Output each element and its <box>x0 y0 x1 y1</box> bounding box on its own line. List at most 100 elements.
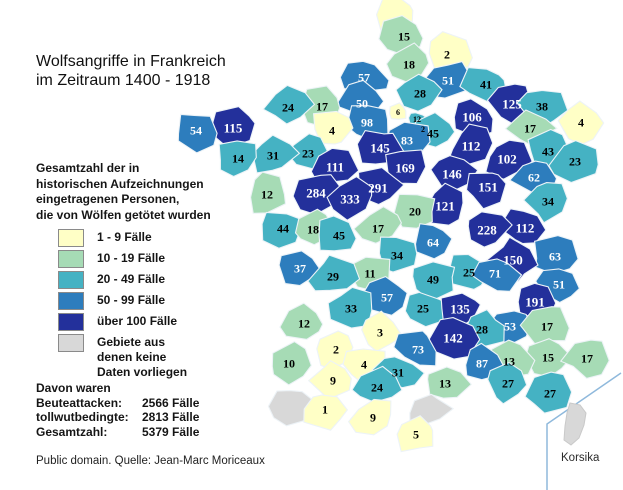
legend-item: Gebiete aus denen keine Daten vorliegen <box>58 334 187 380</box>
department-region <box>327 286 373 329</box>
department-value-label: 5 <box>413 428 419 442</box>
department-value-label: 17 <box>581 352 593 366</box>
department-value-label: 1 <box>322 403 328 417</box>
department-value-label: 63 <box>549 250 561 264</box>
department-value-label: 17 <box>372 222 384 236</box>
department-value-label: 18 <box>307 223 319 237</box>
department-value-label: 125 <box>502 97 522 112</box>
department-region <box>303 394 348 431</box>
department-value-label: 25 <box>463 266 475 280</box>
department-region <box>250 171 287 214</box>
department-region <box>267 390 314 427</box>
department-value-label: 51 <box>442 74 454 88</box>
department-value-label: 15 <box>542 351 554 365</box>
department-region <box>467 211 513 248</box>
corsica-island <box>563 402 587 446</box>
stats-heading: Davon waren <box>36 381 111 395</box>
legend-label: 20 - 49 Fälle <box>97 272 166 286</box>
department-value-label: 51 <box>553 278 565 292</box>
department-value-label: 115 <box>224 121 243 136</box>
legend-label: 10 - 19 Fälle <box>97 251 166 265</box>
department-value-label: 28 <box>414 87 426 101</box>
department-value-label: 169 <box>395 161 415 176</box>
stat-label: Gesamtzahl: <box>36 424 108 439</box>
department-region <box>448 123 494 165</box>
department-region <box>396 415 434 453</box>
department-value-label: 27 <box>502 377 514 391</box>
department-value-label: 112 <box>516 221 535 236</box>
department-region <box>177 113 218 154</box>
department-value-label: 17 <box>541 320 553 334</box>
department-value-label: 33 <box>345 302 357 316</box>
stat-label: tollwutbedingte: <box>36 410 129 425</box>
department-value-label: 2 <box>421 125 425 134</box>
department-region <box>292 174 343 216</box>
department-value-label: 83 <box>401 134 413 148</box>
department-value-label: 43 <box>542 145 554 159</box>
stat-value: 2566 Fälle <box>142 395 200 410</box>
department-value-label: 24 <box>371 381 383 395</box>
department-value-label: 45 <box>427 127 439 141</box>
department-value-label: 20 <box>409 205 421 219</box>
department-value-label: 102 <box>497 152 517 167</box>
department-region <box>389 102 407 120</box>
department-value-label: 145 <box>370 141 390 156</box>
department-region <box>385 149 427 185</box>
department-value-label: 57 <box>358 71 370 85</box>
department-value-label: 31 <box>392 366 404 380</box>
department-value-label: 73 <box>412 343 424 357</box>
page-title: Wolfsangriffe in Frankreich im Zeitraum … <box>36 53 226 90</box>
department-value-label: 29 <box>327 270 339 284</box>
department-region <box>347 398 392 436</box>
department-value-label: 62 <box>528 171 540 185</box>
stat-value: 2813 Fälle <box>142 410 200 425</box>
department-region <box>279 302 324 340</box>
department-value-label: 4 <box>578 116 584 130</box>
department-value-label: 2 <box>333 343 339 357</box>
department-value-label: 98 <box>361 116 373 130</box>
department-region <box>318 215 357 252</box>
stat-label: Beuteattacken: <box>36 395 123 410</box>
department-value-label: 27 <box>544 387 556 401</box>
department-value-label: 54 <box>190 124 202 138</box>
legend-label: 1 - 9 Fälle <box>97 230 152 244</box>
department-value-label: 4 <box>329 124 335 138</box>
department-region <box>310 147 360 183</box>
department-value-label: 191 <box>525 295 545 310</box>
department-value-label: 49 <box>427 273 439 287</box>
department-region <box>430 155 479 195</box>
department-region <box>412 261 456 302</box>
department-value-label: 31 <box>267 149 279 163</box>
department-region <box>393 330 437 367</box>
department-value-label: 228 <box>477 223 497 238</box>
department-value-label: 2 <box>444 48 450 62</box>
stat-row: Beuteattacken: 2566 Fälle <box>36 396 199 411</box>
department-value-label: 9 <box>370 411 376 425</box>
legend-swatch <box>58 313 84 331</box>
map-description: Gesamtzahl der in historischen Aufzeichn… <box>36 161 211 222</box>
department-value-label: 14 <box>232 152 244 166</box>
department-region <box>218 140 257 178</box>
department-value-label: 121 <box>435 199 455 214</box>
department-value-label: 38 <box>536 100 548 114</box>
department-value-label: 57 <box>381 291 393 305</box>
department-value-label: 18 <box>403 58 415 72</box>
corsica-label: Korsika <box>561 452 600 464</box>
department-value-label: 23 <box>569 155 581 169</box>
department-value-label: 106 <box>462 110 482 125</box>
department-value-label: 50 <box>356 97 368 111</box>
stat-row: Gesamtzahl: 5379 Fälle <box>36 425 199 440</box>
inset-border-line <box>546 372 622 490</box>
department-value-label: 151 <box>478 180 498 195</box>
department-value-label: 71 <box>489 267 501 281</box>
department-value-label: 3 <box>377 326 383 340</box>
stats-rows: Beuteattacken: 2566 Fälle tollwutbedingte:… <box>36 396 199 440</box>
department-value-label: 45 <box>333 229 345 243</box>
department-value-label: 34 <box>542 195 554 209</box>
department-region <box>524 371 573 414</box>
department-region <box>522 182 568 224</box>
department-region <box>471 258 523 292</box>
stat-value: 5379 Fälle <box>142 424 200 439</box>
department-value-label: 146 <box>442 167 462 182</box>
